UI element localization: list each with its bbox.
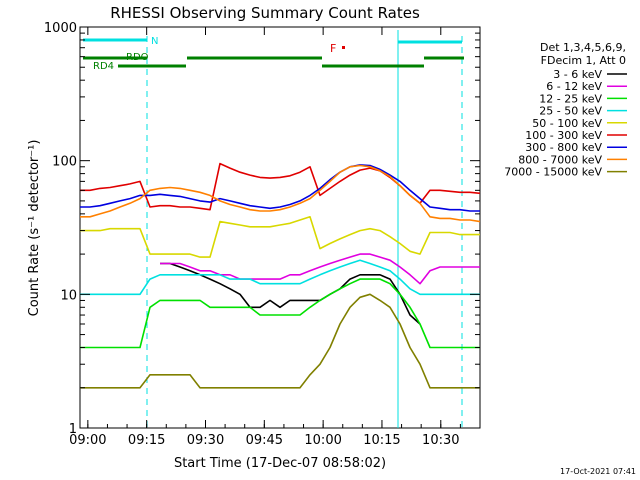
x-tick-label: 10:30 [422,433,459,448]
y-tick-label: 1000 [44,21,77,36]
x-tick-label: 09:15 [128,433,165,448]
plot-border [79,26,481,429]
flag-label-rdo: RDO [126,52,149,63]
legend-header-line-2: FDecim 1, Att 0 [541,54,626,67]
x-tick-label: 10:00 [304,433,341,448]
y-tick-label: 1 [69,422,77,437]
y-axis-label: Count Rate (s⁻¹ detector⁻¹) [27,140,42,317]
x-tick-label: 09:30 [187,433,224,448]
flag-label-rd4: RD4 [93,61,114,72]
legend-entry-label: 50 - 100 keV [532,117,602,130]
x-tick-label: 10:15 [363,433,400,448]
y-tick-label: 10 [60,288,77,303]
legend-entry-label: 3 - 6 keV [553,68,602,81]
x-tick-label: 09:45 [246,433,283,448]
legend-header-line-1: Det 1,3,4,5,6,9, [540,41,626,54]
axis-layer: 09:00 09:15 09:30 09:45 10:00 10:15 10:30 1 10 10… [44,21,481,448]
series-line-2 [80,278,480,349]
series-line-7 [80,164,481,223]
legend-entry-label: 300 - 800 keV [525,141,602,154]
series-layer [80,162,481,389]
flag-label-n: N [151,36,158,47]
series-line-6 [80,164,480,212]
series-line-1 [160,253,480,285]
y-tick-label: 100 [52,155,77,170]
series-line-3 [80,259,480,296]
legend-entry-label: 800 - 7000 keV [518,153,602,166]
x-tick-label: 09:00 [69,433,106,448]
legend-entry-label: 7000 - 15000 keV [504,166,602,179]
series-line-8 [80,293,480,389]
plot-frame [79,26,481,429]
legend-entry-label: 100 - 300 keV [525,129,602,142]
chart-title: RHESSI Observing Summary Count Rates [110,4,420,22]
legend-entry-label: 6 - 12 keV [546,80,602,93]
series-line-0 [160,262,421,325]
footer-timestamp: 17-Oct-2021 07:41 [560,467,636,476]
series-line-4 [80,216,480,258]
legend-entry-label: 12 - 25 keV [539,92,602,105]
legend: Det 1,3,4,5,6,9, FDecim 1, Att 0 3 - 6 k… [504,41,627,179]
x-axis-label: Start Time (17-Dec-07 08:58:02) [174,456,386,471]
legend-entry-label: 25 - 50 keV [539,105,602,118]
flag-label-f: F [330,42,336,55]
flare-marker [342,46,345,49]
